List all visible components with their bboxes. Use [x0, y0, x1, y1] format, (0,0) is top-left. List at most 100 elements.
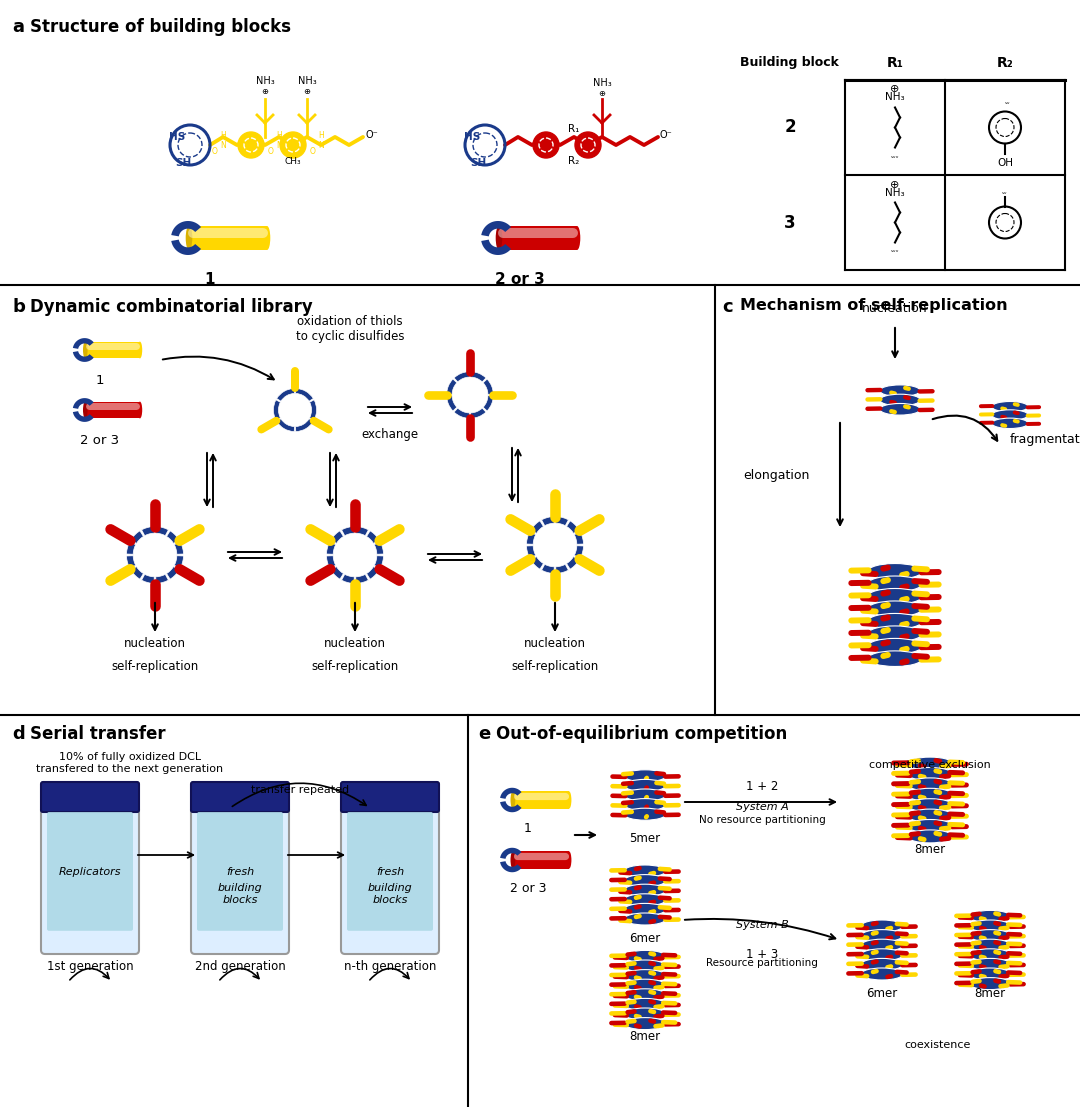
Wedge shape: [471, 372, 486, 382]
Polygon shape: [513, 792, 569, 808]
Ellipse shape: [861, 968, 903, 980]
Ellipse shape: [567, 851, 571, 869]
Text: 2: 2: [784, 118, 796, 136]
Text: R₂: R₂: [568, 156, 580, 166]
Polygon shape: [482, 239, 511, 255]
Wedge shape: [330, 567, 343, 579]
Text: 1: 1: [205, 272, 215, 287]
Ellipse shape: [969, 959, 1011, 971]
Ellipse shape: [907, 788, 953, 801]
Text: ᵥᵥᵥ: ᵥᵥᵥ: [891, 153, 900, 158]
Text: ᵥᵥ: ᵥᵥ: [1002, 189, 1008, 196]
Polygon shape: [85, 342, 140, 359]
Text: H
N: H N: [220, 131, 226, 151]
Ellipse shape: [624, 989, 666, 1001]
FancyBboxPatch shape: [41, 806, 139, 954]
Text: nucleation: nucleation: [324, 637, 386, 650]
Ellipse shape: [624, 960, 666, 972]
Text: Replicators: Replicators: [58, 867, 121, 877]
Text: fragmentation: fragmentation: [1010, 434, 1080, 446]
Text: O⁻: O⁻: [365, 130, 378, 139]
Text: ⊕: ⊕: [303, 86, 311, 95]
Wedge shape: [375, 556, 383, 568]
Text: HS: HS: [168, 132, 186, 142]
Wedge shape: [366, 567, 379, 579]
Ellipse shape: [969, 939, 1011, 951]
Text: H
N: H N: [319, 131, 324, 151]
Text: oxidation of thiols
to cyclic disulfides: oxidation of thiols to cyclic disulfides: [296, 315, 404, 343]
Polygon shape: [72, 399, 94, 408]
Text: a: a: [12, 18, 24, 37]
Ellipse shape: [907, 798, 953, 811]
Text: No resource partitioning: No resource partitioning: [699, 815, 825, 825]
Ellipse shape: [624, 1017, 666, 1030]
Text: self-replication: self-replication: [511, 660, 598, 673]
Text: building
blocks: building blocks: [218, 883, 262, 904]
Ellipse shape: [511, 851, 515, 869]
Ellipse shape: [867, 601, 922, 617]
Ellipse shape: [624, 789, 666, 801]
Text: R₂: R₂: [997, 56, 1013, 70]
Text: nucleation: nucleation: [862, 302, 928, 315]
Ellipse shape: [867, 625, 922, 642]
Text: c: c: [723, 298, 732, 315]
Ellipse shape: [573, 226, 580, 250]
Ellipse shape: [624, 798, 666, 810]
Text: O: O: [268, 146, 274, 155]
Wedge shape: [567, 520, 579, 534]
Wedge shape: [556, 565, 568, 573]
Text: System B: System B: [735, 920, 788, 930]
Text: Mechanism of self-replication: Mechanism of self-replication: [740, 298, 1008, 313]
Polygon shape: [72, 411, 94, 422]
Ellipse shape: [861, 920, 903, 932]
Text: fresh: fresh: [376, 867, 404, 877]
Ellipse shape: [624, 903, 666, 915]
Wedge shape: [126, 556, 136, 568]
Wedge shape: [330, 531, 343, 544]
Text: 6mer: 6mer: [630, 932, 661, 945]
Circle shape: [534, 132, 559, 158]
Text: ᵥᵥ: ᵥᵥ: [1005, 99, 1011, 104]
Circle shape: [280, 132, 306, 158]
Text: HS: HS: [464, 132, 481, 142]
Text: Serial transfer: Serial transfer: [30, 725, 165, 743]
Wedge shape: [341, 527, 354, 536]
Text: O⁻: O⁻: [660, 130, 673, 139]
Text: CH₃: CH₃: [285, 157, 301, 166]
Ellipse shape: [991, 402, 1028, 412]
Text: System A: System A: [735, 801, 788, 813]
Ellipse shape: [624, 913, 666, 925]
Text: coexistence: coexistence: [905, 1039, 971, 1051]
FancyBboxPatch shape: [191, 806, 289, 954]
Text: Out-of-equilibrium competition: Out-of-equilibrium competition: [496, 725, 787, 743]
Wedge shape: [454, 372, 470, 382]
Polygon shape: [500, 801, 522, 813]
Ellipse shape: [907, 767, 953, 780]
Text: R₁: R₁: [887, 56, 904, 70]
Text: 1st generation: 1st generation: [46, 960, 133, 973]
Ellipse shape: [867, 651, 922, 666]
Wedge shape: [273, 400, 281, 421]
Text: NH₃: NH₃: [298, 76, 316, 86]
Ellipse shape: [264, 226, 270, 250]
Ellipse shape: [861, 949, 903, 961]
Wedge shape: [141, 575, 154, 583]
Ellipse shape: [867, 563, 922, 579]
Ellipse shape: [624, 951, 666, 962]
Text: 1 + 2: 1 + 2: [746, 780, 779, 793]
Ellipse shape: [83, 402, 87, 418]
Wedge shape: [556, 517, 568, 526]
Wedge shape: [454, 408, 470, 418]
Wedge shape: [542, 565, 554, 573]
Ellipse shape: [624, 808, 666, 820]
Polygon shape: [172, 239, 201, 255]
FancyBboxPatch shape: [347, 813, 433, 931]
Circle shape: [133, 534, 177, 577]
Text: 1 + 3: 1 + 3: [746, 948, 778, 961]
Wedge shape: [375, 541, 383, 555]
Ellipse shape: [624, 884, 666, 897]
Ellipse shape: [137, 342, 143, 359]
Wedge shape: [341, 575, 354, 583]
Ellipse shape: [880, 385, 920, 396]
Ellipse shape: [969, 977, 1011, 990]
